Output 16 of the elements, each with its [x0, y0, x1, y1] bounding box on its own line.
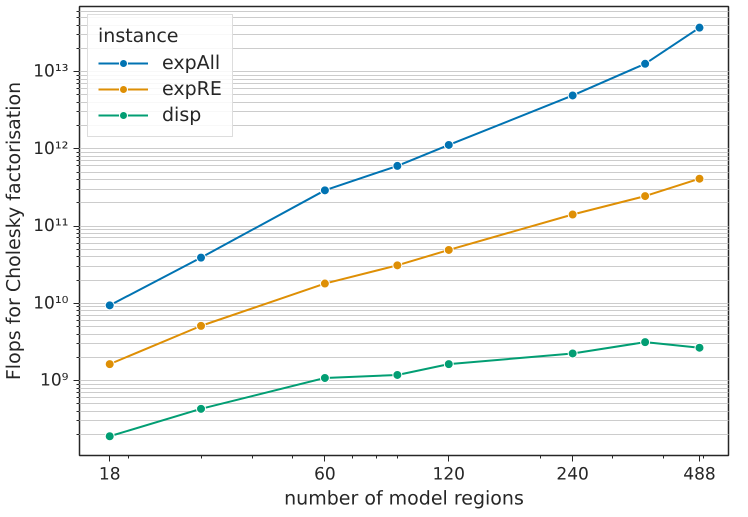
- x-tick-label: 488: [683, 464, 716, 484]
- x-tick-label: 60: [314, 464, 336, 484]
- legend-title: instance: [98, 25, 180, 47]
- x-axis-title: number of model regions: [284, 488, 524, 510]
- y-tick-label: 10⁹: [40, 370, 69, 391]
- legend-label: disp: [162, 104, 202, 126]
- y-tick-label: 10¹¹: [33, 216, 69, 236]
- y-tick-label: 10¹⁰: [33, 293, 69, 314]
- y-axis-title: Flops for Cholesky factorisation: [3, 82, 26, 380]
- x-tick-label: 18: [98, 464, 121, 484]
- legend-label: expRE: [162, 78, 222, 100]
- legend-label: expAll: [162, 52, 220, 74]
- x-tick-label: 240: [556, 464, 589, 484]
- y-tick-label: 10¹²: [33, 138, 69, 159]
- y-tick-label: 10¹³: [33, 62, 69, 82]
- x-tick-label: 120: [432, 464, 466, 484]
